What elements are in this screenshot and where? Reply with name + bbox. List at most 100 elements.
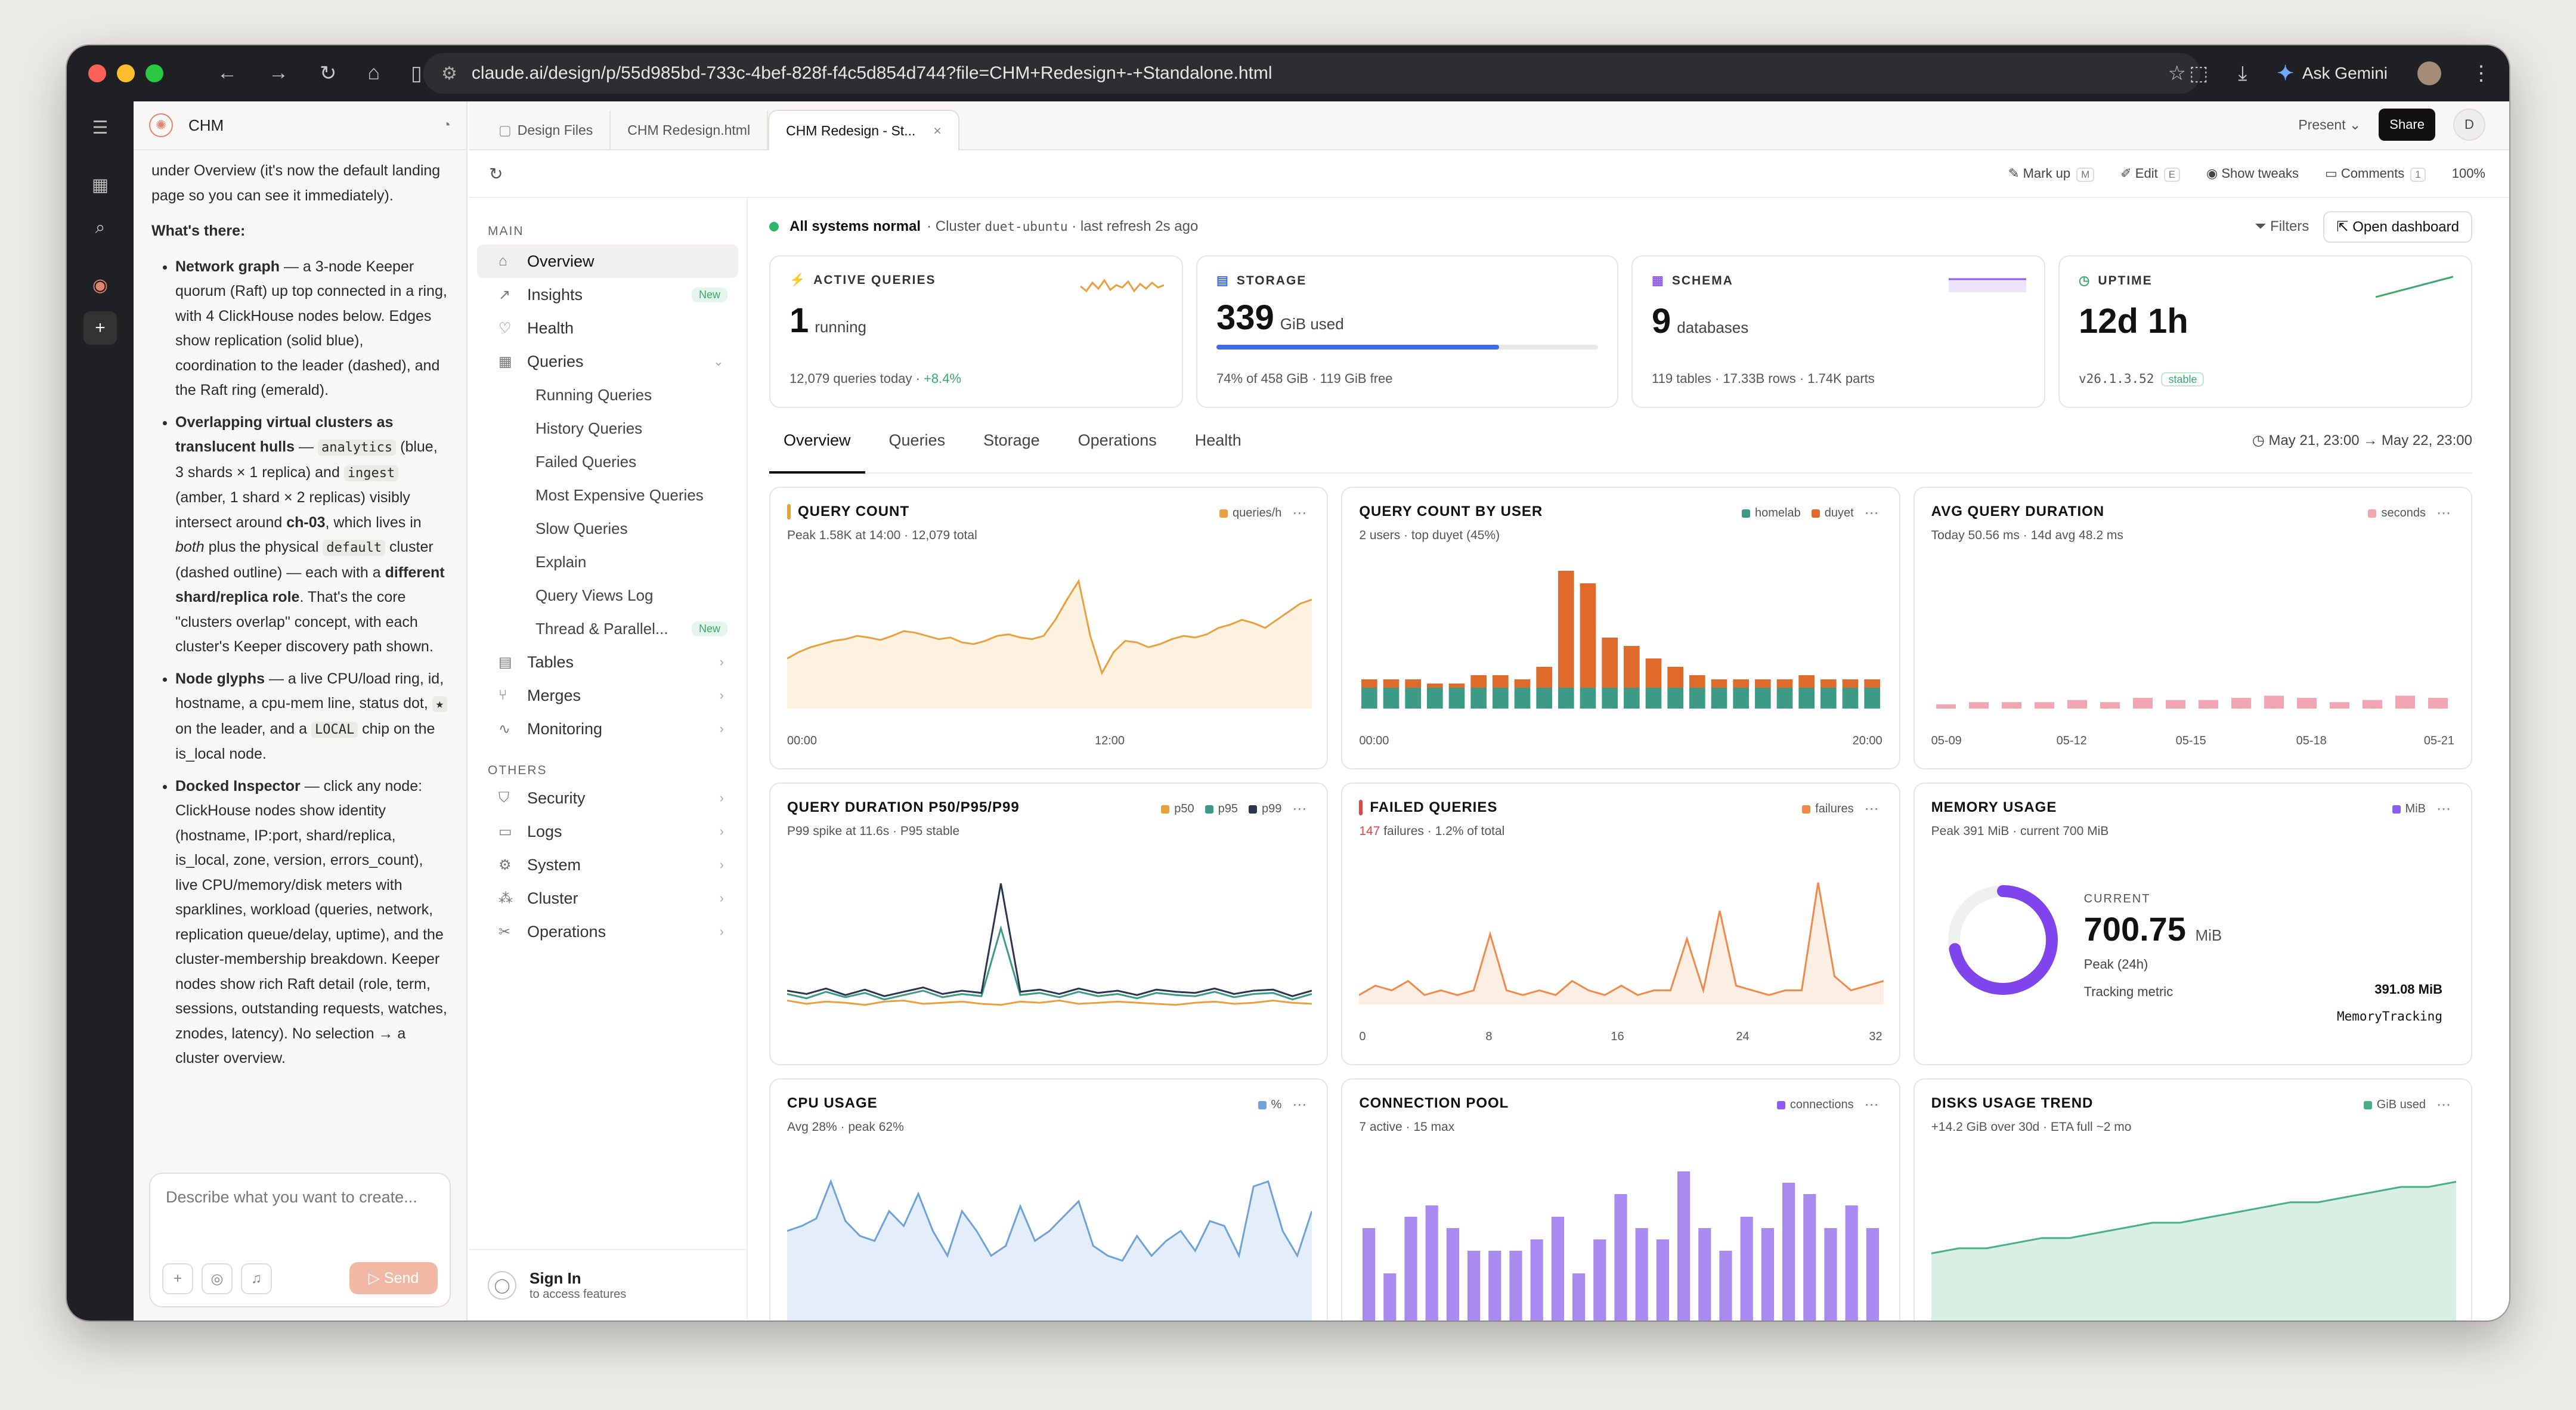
target-icon[interactable]: ◎ [202,1263,233,1294]
bookmark-star-icon[interactable]: ☆ [2168,62,2186,85]
connection-bar [1698,1228,1711,1321]
more-icon[interactable]: ⋯ [2436,801,2451,817]
attach-icon[interactable]: + [162,1263,193,1294]
section-main: MAIN [488,224,524,238]
sidebar-item-insights[interactable]: ↗ Insights New [477,278,738,311]
filters-button[interactable]: ⏷ Filters [2255,218,2309,234]
tab-storage[interactable]: Storage [983,431,1040,449]
menu-icon[interactable]: ☰ [92,117,109,138]
stat-uptime[interactable]: ◷ UPTIME 12d 1h v26.1.3.52 stable [2058,255,2472,408]
share-button[interactable]: Share [2379,109,2435,141]
sidebar-item-explain[interactable]: Explain [535,552,587,571]
address-bar[interactable]: ⚙ claude.ai/design/p/55d985bd-733c-4bef-8… [423,53,2200,94]
homelab-bar [1755,688,1771,709]
audio-icon[interactable]: ♫ [241,1263,272,1294]
duyet-bar [1448,684,1465,688]
more-icon[interactable]: ⋯ [1864,1097,1879,1113]
sidebar-item-operations[interactable]: ✂ Operations › [499,922,724,941]
sidebar-item-expensive-queries[interactable]: Most Expensive Queries [535,486,704,504]
tab-operations[interactable]: Operations [1078,431,1157,449]
user-icon: ◯ [488,1271,516,1300]
file-tabs: ▢ Design Files CHM Redesign.html CHM Rede… [469,101,2509,150]
tab-overview[interactable]: Overview [769,419,865,474]
more-icon[interactable]: ⋯ [1864,505,1879,521]
sidebar-item-running-queries[interactable]: Running Queries [535,385,652,404]
app-logo-icon[interactable]: ◉ [92,275,109,295]
profile-avatar[interactable] [2417,61,2441,85]
home-icon[interactable]: ⌂ [367,61,380,84]
sidebar-item-cluster[interactable]: ⁂ Cluster › [499,889,724,907]
ask-gemini-button[interactable]: ✦ Ask Gemini [2277,61,2388,85]
stat-storage[interactable]: ▤ STORAGE 339 GiB used 74% of 458 GiB · 11… [1196,255,1618,408]
show-tweaks-button[interactable]: ◉ Show tweaks [2206,166,2299,181]
sidebar-item-health[interactable]: ♡ Health [499,319,574,337]
present-button[interactable]: Present ⌄ [2298,116,2361,132]
tab-health[interactable]: Health [1194,431,1241,449]
more-icon[interactable]: ⋯ [1292,801,1307,817]
sidebar-item-logs[interactable]: ▭ Logs › [499,822,724,840]
sidebar-item-slow-queries[interactable]: Slow Queries [535,519,628,537]
more-menu-icon[interactable]: ⋮ [2471,62,2491,85]
connection-bar [1761,1228,1775,1321]
more-icon[interactable]: ⋯ [1864,801,1879,817]
connection-bar [1383,1273,1397,1321]
more-icon[interactable]: ⋯ [2436,505,2451,521]
sidebar-item-failed-queries[interactable]: Failed Queries [535,452,637,471]
markup-button[interactable]: ✎ Mark up M [2008,166,2095,182]
grid-icon[interactable]: ▦ [91,175,109,195]
forward-icon[interactable]: → [268,61,289,84]
edit-button[interactable]: ✐ Edit E [2120,166,2181,182]
sidebar-item-overview[interactable]: ⌂ Overview [477,245,738,278]
chat-input[interactable]: Describe what you want to create... + ◎ ♫ … [149,1173,451,1307]
cpu-usage-chart [787,1179,1312,1321]
open-dashboard-button[interactable]: ⇱ Open dashboard [2323,211,2472,243]
url-text: claude.ai/design/p/55d985bd-733c-4bef-82… [471,63,1272,83]
date-range[interactable]: ◷ May 21, 23:00 → May 22, 23:00 [2252,432,2472,449]
more-icon[interactable]: ⋯ [1292,1097,1307,1113]
sidebar-item-query-views-log[interactable]: Query Views Log [535,586,654,604]
back-icon[interactable]: ← [217,61,237,84]
tab-design-files[interactable]: ▢ Design Files [482,110,611,150]
refresh-icon[interactable]: ↻ [489,164,503,183]
duration-bar [2067,700,2087,709]
tab-queries[interactable]: Queries [888,431,946,449]
duyet-bar [1842,679,1859,688]
sidebar-item-system[interactable]: ⚙ System › [499,855,724,874]
more-icon[interactable]: ⋯ [1292,505,1307,521]
duration-bar [1936,704,1956,709]
zoom-level[interactable]: 100% [2451,166,2485,181]
sidebar-toggle-icon[interactable]: ▯ [411,62,422,85]
more-icon[interactable]: ⋯ [2436,1097,2451,1113]
sidebar-item-thread[interactable]: Thread & Parallel... New [477,612,738,645]
minimize-window-icon[interactable] [117,64,135,82]
duration-bar [2034,702,2054,709]
tab-chm-standalone[interactable]: CHM Redesign - St... × [768,110,959,150]
download-icon[interactable]: ⤓ [2238,61,2247,85]
homelab-bar [1448,688,1465,709]
site-info-icon[interactable]: ⚙ [441,63,457,84]
sidebar-item-queries[interactable]: ▦ Queries ⌄ [499,352,724,370]
reload-icon[interactable]: ↻ [320,62,337,85]
close-tab-icon[interactable]: × [933,122,942,138]
send-button[interactable]: ▷ Send [349,1262,438,1294]
add-icon[interactable]: + [83,311,117,345]
tab-chm-redesign[interactable]: CHM Redesign.html [611,110,769,150]
maximize-window-icon[interactable] [145,64,163,82]
close-window-icon[interactable] [88,64,106,82]
extensions-icon[interactable]: ⬚ [2189,62,2209,85]
query-count-line [787,579,1312,676]
app-rail: ☰ ▦ ⌕ ◉ + [67,101,134,1321]
connection-bar [1572,1273,1586,1321]
sidebar-item-history-queries[interactable]: History Queries [535,419,643,437]
sidebar-item-tables[interactable]: ▤ Tables › [499,653,724,671]
sidebar-item-security[interactable]: ⛉ Security › [499,789,724,807]
notification-icon[interactable]: ◔ [442,117,451,133]
comments-button[interactable]: ▭ Comments 1 [2325,166,2426,182]
sign-in-button[interactable]: ◯ Sign In to access features [469,1249,747,1321]
stat-schema[interactable]: ▦ SCHEMA 9 databases 119 tables · 17.33B r… [1631,255,2045,408]
search-list-icon[interactable]: ⌕ [95,218,106,237]
stat-active-queries[interactable]: ⚡ ACTIVE QUERIES 1 running 12,079 queries … [769,255,1183,408]
sidebar-item-merges[interactable]: ⑂ Merges › [499,686,724,704]
sidebar-item-monitoring[interactable]: ∿ Monitoring › [499,719,724,738]
user-avatar[interactable]: D [2453,109,2485,141]
